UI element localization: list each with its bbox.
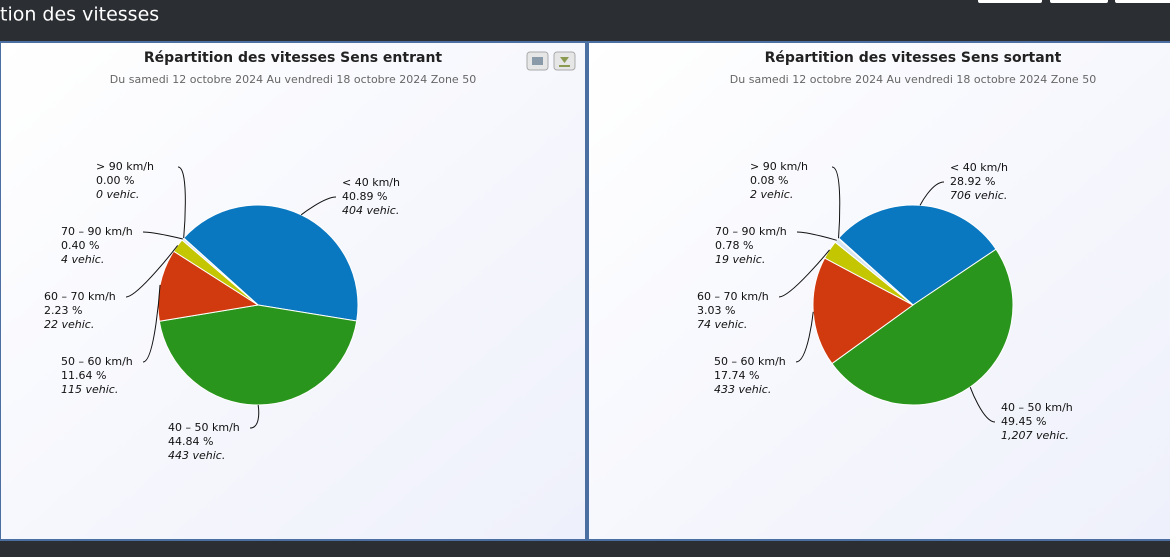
- chart-title: Répartition des vitesses Sens sortant: [765, 50, 1062, 66]
- chart-subtitle: Du samedi 12 octobre 2024 Au vendredi 18…: [110, 73, 476, 86]
- print-icon: [532, 57, 543, 65]
- slice-value: 28.92 %: [950, 175, 995, 188]
- slice-label: 50 – 60 km/h: [714, 355, 786, 368]
- slice-label: < 40 km/h: [950, 161, 1008, 174]
- page-title: tion des vitesses: [0, 4, 159, 26]
- export-icon: [559, 57, 570, 67]
- slice-count: 22 vehic.: [44, 318, 94, 331]
- slice-count: 1,207 vehic.: [1001, 429, 1069, 442]
- pie-slice: [183, 237, 259, 306]
- slice-label: 40 – 50 km/h: [168, 421, 240, 434]
- connector: [125, 245, 179, 298]
- slice-count: 74 vehic.: [697, 318, 747, 331]
- connector: [300, 196, 337, 216]
- slice-label: 60 – 70 km/h: [697, 290, 769, 303]
- pie-slice: [182, 204, 359, 322]
- slice-label: > 90 km/h: [96, 160, 154, 173]
- slice-label: > 90 km/h: [750, 160, 808, 173]
- slice-value: 40.89 %: [342, 190, 387, 203]
- slice-value: 44.84 %: [168, 435, 213, 448]
- connector: [177, 166, 186, 239]
- pie-slice: [837, 204, 997, 306]
- slice-label: 70 – 90 km/h: [61, 225, 133, 238]
- slice-count: 115 vehic.: [61, 383, 118, 396]
- slice-count: 19 vehic.: [715, 253, 765, 266]
- connector: [142, 231, 183, 240]
- slice-count: 0 vehic.: [96, 188, 139, 201]
- slice-count: 4 vehic.: [61, 253, 104, 266]
- button[interactable]: [1115, 0, 1170, 3]
- slice-value: 11.64 %: [61, 369, 106, 382]
- chart-subtitle: Du samedi 12 octobre 2024 Au vendredi 18…: [730, 73, 1096, 86]
- slice-label: 40 – 50 km/h: [1001, 401, 1073, 414]
- slice-count: 433 vehic.: [714, 383, 771, 396]
- pie-slice: [812, 257, 914, 365]
- chart-title: Répartition des vitesses Sens entrant: [144, 50, 443, 66]
- connector: [142, 284, 161, 363]
- connector: [795, 311, 814, 363]
- slice-count: 2 vehic.: [750, 188, 793, 201]
- slice-count: 443 vehic.: [168, 449, 225, 462]
- top-bar: [0, 0, 1170, 40]
- slice-value: 0.00 %: [96, 174, 134, 187]
- slice-value: 0.08 %: [750, 174, 788, 187]
- slice-value: 3.03 %: [697, 304, 735, 317]
- connector: [778, 249, 830, 298]
- connector: [796, 231, 837, 241]
- slice-value: 49.45 %: [1001, 415, 1046, 428]
- connector: [969, 386, 996, 423]
- slice-label: < 40 km/h: [342, 176, 400, 189]
- button[interactable]: [1050, 0, 1108, 3]
- slice-count: 404 vehic.: [342, 204, 399, 217]
- slice-value: 0.78 %: [715, 239, 753, 252]
- connector: [919, 181, 945, 206]
- button[interactable]: [978, 0, 1042, 3]
- slice-label: 60 – 70 km/h: [44, 290, 116, 303]
- connector: [249, 404, 260, 429]
- slice-label: 50 – 60 km/h: [61, 355, 133, 368]
- slice-value: 17.74 %: [714, 369, 759, 382]
- slice-label: 70 – 90 km/h: [715, 225, 787, 238]
- slice-value: 2.23 %: [44, 304, 82, 317]
- slice-count: 706 vehic.: [950, 189, 1007, 202]
- slice-value: 0.40 %: [61, 239, 99, 252]
- connector: [831, 166, 841, 239]
